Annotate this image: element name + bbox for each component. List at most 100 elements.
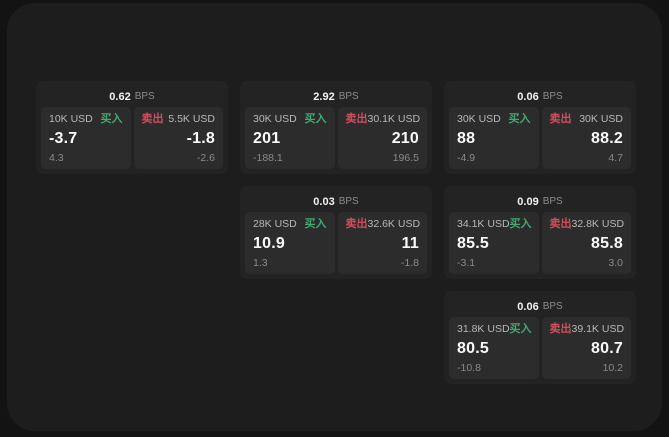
sell-panel-top: 卖出 5.5K USD <box>142 114 216 125</box>
buy-panel[interactable]: 31.8K USD 买入 80.5 -10.8 <box>449 317 539 379</box>
bps-unit-label: BPS <box>134 91 155 102</box>
bps-unit-label: BPS <box>338 196 359 207</box>
sell-delta: 3.0 <box>608 256 623 269</box>
buy-action-label[interactable]: 买入 <box>304 113 327 125</box>
buy-panel[interactable]: 28K USD 买入 10.9 1.3 <box>245 212 335 274</box>
sell-action-label[interactable]: 卖出 <box>141 113 164 125</box>
sell-action-label[interactable]: 卖出 <box>549 323 572 335</box>
sell-panel-top: 卖出 30.1K USD <box>345 113 421 126</box>
sell-delta: 10.2 <box>602 361 623 374</box>
card-header: 0.62 BPS <box>41 86 223 107</box>
sell-panel[interactable]: 卖出 30K USD 88.2 4.7 <box>541 107 631 169</box>
quote-panels: 30K USD 买入 88 -4.9 卖出 30K USD 88.2 4.7 <box>449 107 631 169</box>
quote-card: 2.92 BPS 30K USD 买入 201 -188.1 卖出 30.1K … <box>240 81 432 174</box>
buy-size-label: 34.1K USD <box>457 218 510 231</box>
sell-panel-top: 卖出 30K USD <box>550 114 624 125</box>
buy-action-label[interactable]: 买入 <box>304 218 327 230</box>
sell-action-label[interactable]: 卖出 <box>345 218 368 230</box>
buy-size-label: 31.8K USD <box>457 323 510 336</box>
sell-panel[interactable]: 卖出 30.1K USD 210 196.5 <box>337 107 427 169</box>
bps-unit-label: BPS <box>542 91 563 102</box>
buy-action-label[interactable]: 买入 <box>509 218 532 230</box>
quote-panels: 10K USD 买入 -3.7 4.3 卖出 5.5K USD -1.8 -2.… <box>41 107 223 169</box>
sell-panel[interactable]: 卖出 32.8K USD 85.8 3.0 <box>541 212 631 274</box>
sell-panel[interactable]: 卖出 39.1K USD 80.7 10.2 <box>541 317 631 379</box>
sell-price: 88.2 <box>591 129 623 147</box>
buy-panel[interactable]: 30K USD 买入 88 -4.9 <box>449 107 539 169</box>
quote-card: 0.06 BPS 31.8K USD 买入 80.5 -10.8 卖出 39.1… <box>444 291 636 384</box>
buy-delta: 1.3 <box>253 256 268 269</box>
buy-panel[interactable]: 30K USD 买入 201 -188.1 <box>245 107 335 169</box>
sell-price: 210 <box>391 129 419 147</box>
sell-delta: -2.6 <box>196 151 215 164</box>
buy-size-label: 30K USD <box>253 113 297 126</box>
buy-price: 85.5 <box>457 234 489 252</box>
buy-delta: -3.1 <box>457 256 476 269</box>
buy-price: 88 <box>457 129 476 147</box>
sell-panel-top: 卖出 32.6K USD <box>345 218 421 231</box>
buy-delta: 4.3 <box>49 151 64 164</box>
card-header: 0.03 BPS <box>245 191 427 212</box>
buy-action-label[interactable]: 买入 <box>509 323 532 335</box>
sell-size-label: 32.8K USD <box>571 218 625 231</box>
bps-spread-value: 0.06 <box>517 90 539 103</box>
card-header: 0.09 BPS <box>449 191 631 212</box>
buy-delta: -4.9 <box>457 151 476 164</box>
sell-panel-top: 卖出 32.8K USD <box>549 218 625 231</box>
quote-card: 0.06 BPS 30K USD 买入 88 -4.9 卖出 30K USD 8… <box>444 81 636 174</box>
buy-panel-top: 10K USD 买入 <box>49 114 123 125</box>
buy-price: 80.5 <box>457 339 489 357</box>
bps-spread-value: 2.92 <box>313 90 335 103</box>
buy-panel[interactable]: 34.1K USD 买入 85.5 -3.1 <box>449 212 539 274</box>
buy-price: -3.7 <box>49 129 78 147</box>
buy-price: 10.9 <box>253 234 285 252</box>
bps-unit-label: BPS <box>542 196 563 207</box>
card-header: 2.92 BPS <box>245 86 427 107</box>
bps-unit-label: BPS <box>542 301 563 312</box>
buy-panel-top: 34.1K USD 买入 <box>457 218 532 231</box>
sell-panel-top: 卖出 39.1K USD <box>549 323 625 336</box>
quote-panels: 31.8K USD 买入 80.5 -10.8 卖出 39.1K USD 80.… <box>449 317 631 379</box>
buy-size-label: 28K USD <box>253 218 297 231</box>
app-window: 0.62 BPS 10K USD 买入 -3.7 4.3 卖出 5.5K USD… <box>7 3 662 431</box>
quote-panels: 34.1K USD 买入 85.5 -3.1 卖出 32.8K USD 85.8… <box>449 212 631 274</box>
bps-unit-label: BPS <box>338 91 359 102</box>
bps-spread-value: 0.09 <box>517 195 539 208</box>
card-header: 0.06 BPS <box>449 86 631 107</box>
sell-price: 85.8 <box>591 234 623 252</box>
quote-card: 0.62 BPS 10K USD 买入 -3.7 4.3 卖出 5.5K USD… <box>36 81 228 174</box>
sell-delta: 4.7 <box>608 151 623 164</box>
bps-spread-value: 0.06 <box>517 300 539 313</box>
sell-size-label: 30.1K USD <box>367 113 421 126</box>
buy-size-label: 30K USD <box>457 113 501 126</box>
buy-action-label[interactable]: 买入 <box>508 113 531 125</box>
sell-delta: 196.5 <box>392 151 419 164</box>
bps-spread-value: 0.62 <box>109 90 131 103</box>
sell-price: 80.7 <box>591 339 623 357</box>
sell-size-label: 32.6K USD <box>367 218 421 231</box>
buy-delta: -188.1 <box>253 151 283 164</box>
buy-panel[interactable]: 10K USD 买入 -3.7 4.3 <box>41 107 131 169</box>
quote-panels: 30K USD 买入 201 -188.1 卖出 30.1K USD 210 1… <box>245 107 427 169</box>
buy-size-label: 10K USD <box>49 113 93 126</box>
buy-action-label[interactable]: 买入 <box>100 113 123 125</box>
quote-panels: 28K USD 买入 10.9 1.3 卖出 32.6K USD 11 -1.8 <box>245 212 427 274</box>
card-header: 0.06 BPS <box>449 296 631 317</box>
sell-panel[interactable]: 卖出 5.5K USD -1.8 -2.6 <box>133 107 223 169</box>
sell-panel[interactable]: 卖出 32.6K USD 11 -1.8 <box>337 212 427 274</box>
bps-spread-value: 0.03 <box>313 195 335 208</box>
quotes-grid: 0.62 BPS 10K USD 买入 -3.7 4.3 卖出 5.5K USD… <box>7 3 662 431</box>
buy-panel-top: 28K USD 买入 <box>253 219 327 230</box>
sell-action-label[interactable]: 卖出 <box>549 218 572 230</box>
quote-card: 0.09 BPS 34.1K USD 买入 85.5 -3.1 卖出 32.8K… <box>444 186 636 279</box>
buy-panel-top: 30K USD 买入 <box>457 114 531 125</box>
buy-panel-top: 31.8K USD 买入 <box>457 323 532 336</box>
sell-price: -1.8 <box>186 129 215 147</box>
sell-delta: -1.8 <box>400 256 419 269</box>
sell-action-label[interactable]: 卖出 <box>345 113 368 125</box>
sell-price: 11 <box>401 234 419 252</box>
buy-price: 201 <box>253 129 281 147</box>
sell-action-label[interactable]: 卖出 <box>549 113 572 125</box>
buy-panel-top: 30K USD 买入 <box>253 114 327 125</box>
sell-size-label: 39.1K USD <box>571 323 625 336</box>
